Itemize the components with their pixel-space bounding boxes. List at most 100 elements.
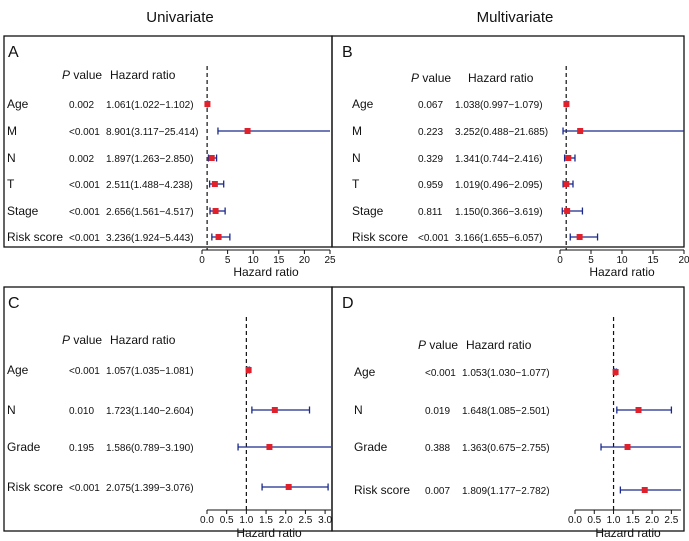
x-tick-label: 1.5 [259,515,273,526]
row-hazard-ratio-text: 1.363(0.675−2.755) [462,443,550,454]
row-p-value: <0.001 [69,127,100,138]
x-tick-label: 2.0 [279,515,293,526]
univariate-heading: Univariate [146,9,214,26]
row-label: Stage [352,204,384,218]
forest-panel-d: D P value Hazard ratio Age <0.001 1.053(1.030… [331,286,685,540]
row-label: N [7,151,16,165]
panel-letter: B [342,44,353,61]
row-p-value: <0.001 [425,368,456,379]
panel-frame [331,286,685,532]
x-tick-label: 0 [199,255,205,266]
x-tick-label: 0.0 [568,515,582,526]
row-p-value: 0.329 [418,154,443,165]
row-label: Grade [354,440,388,454]
row-label: Risk score [7,230,63,244]
hazard-ratio-point [271,407,278,413]
x-tick-label: 1.0 [239,515,253,526]
p-value-header-rest: value [419,71,451,85]
x-tick-label: 1.5 [626,515,640,526]
p-value-header-p: P [62,68,70,82]
x-axis-label: Hazard ratio [589,265,655,279]
row-p-value: 0.223 [418,127,443,138]
forest-panel-a: A P value Hazard ratio Age 0.002 1.061(1.022−… [3,35,336,279]
hazard-ratio-point [564,208,571,214]
row-hazard-ratio-text: 1.341(0.744−2.416) [455,154,543,165]
p-value-header: P value [418,338,458,352]
row-label: Age [352,97,374,111]
row-hazard-ratio-text: 3.252(0.488−21.685) [455,127,548,138]
row-p-value: <0.001 [69,483,100,494]
row-label: Grade [7,440,41,454]
row-hazard-ratio-text: 1.586(0.789−3.190) [106,443,194,454]
hazard-ratio-point [245,367,252,373]
row-label: T [352,177,360,191]
hazard-ratio-point [211,181,218,187]
hazard-ratio-point [635,407,642,413]
row-p-value: <0.001 [418,233,449,244]
row-p-value: 0.002 [69,154,94,165]
x-axis-label: Hazard ratio [236,526,302,540]
hazard-ratio-point [641,487,648,493]
row-hazard-ratio-text: 1.038(0.997−1.079) [455,100,543,111]
row-p-value: <0.001 [69,180,100,191]
panel-frame [331,35,685,248]
x-tick-label: 5 [588,255,594,266]
row-hazard-ratio-text: 1.057(1.035−1.081) [106,366,194,377]
row-hazard-ratio-text: 1.723(1.140−2.604) [106,406,194,417]
x-tick-label: 0.5 [587,515,601,526]
row-hazard-ratio-text: 1.053(1.030−1.077) [462,368,550,379]
p-value-header-p: P [411,71,419,85]
hazard-ratio-point [204,101,211,107]
hazard-ratio-point [563,181,570,187]
row-p-value: 0.811 [418,207,443,218]
hazard-ratio-point [266,444,273,450]
row-label: Age [7,97,29,111]
hazard-ratio-point [577,128,584,134]
row-hazard-ratio-text: 1.809(1.177−2.782) [462,486,550,497]
hazard-ratio-point [285,484,292,490]
x-tick-label: 10 [248,255,260,266]
p-value-header-rest: value [70,333,102,347]
x-tick-label: 3.0 [318,515,332,526]
p-value-header-p: P [62,333,70,347]
hazard-ratio-point [576,234,583,240]
hazard-ratio-point [215,234,222,240]
p-value-header: P value [411,71,451,85]
hazard-ratio-point [624,444,631,450]
row-p-value: 0.007 [425,486,450,497]
row-p-value: 0.019 [425,406,450,417]
row-label: Age [7,363,29,377]
x-tick-label: 25 [324,255,336,266]
x-axis-label: Hazard ratio [233,265,299,279]
row-hazard-ratio-text: 3.236(1.924−5.443) [106,233,194,244]
row-hazard-ratio-text: 2.075(1.399−3.076) [106,483,194,494]
hazard-ratio-point [563,101,570,107]
hazard-ratio-point [565,155,572,161]
x-axis-label: Hazard ratio [595,526,661,540]
row-label: Age [354,365,376,379]
row-label: Risk score [354,483,410,497]
row-hazard-ratio-text: 2.656(1.561−4.517) [106,207,194,218]
hazard-ratio-header: Hazard ratio [466,338,532,352]
row-hazard-ratio-text: 8.901(3.117−25.414) [106,127,198,138]
row-label: N [7,403,16,417]
panel-letter: C [8,295,20,312]
row-hazard-ratio-text: 1.061(1.022−1.102) [106,100,194,111]
row-label: M [352,124,362,138]
row-p-value: 0.195 [69,443,94,454]
row-hazard-ratio-text: 1.897(1.263−2.850) [106,154,194,165]
hazard-ratio-header: Hazard ratio [110,333,176,347]
x-tick-label: 15 [273,255,285,266]
hazard-ratio-header: Hazard ratio [468,71,534,85]
hazard-ratio-point [212,208,219,214]
x-tick-label: 2.5 [298,515,312,526]
x-tick-label: 1.0 [607,515,621,526]
x-tick-label: 5 [225,255,231,266]
row-label: N [352,151,361,165]
forest-panels: A P value Hazard ratio Age 0.002 1.061(1.022−… [3,35,689,540]
hazard-ratio-point [244,128,251,134]
x-tick-label: 0.0 [200,515,214,526]
row-p-value: 0.067 [418,100,443,111]
